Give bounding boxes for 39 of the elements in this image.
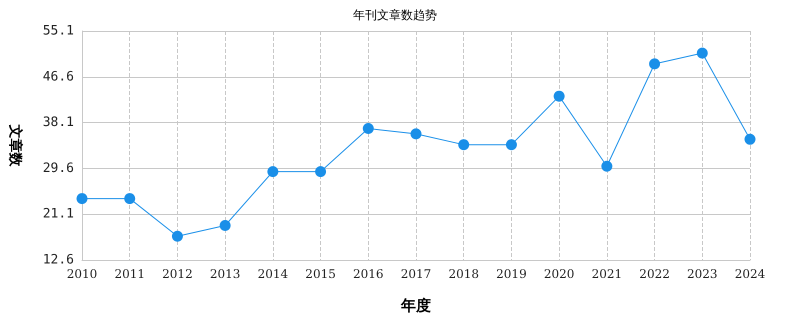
x-axis-title: 年度	[400, 296, 431, 314]
point	[506, 139, 517, 150]
x-tick-label: 2024	[734, 267, 766, 281]
x-tick-label: 2020	[544, 267, 574, 281]
x-tick-label: 2022	[639, 267, 670, 281]
x-tick-label: 2018	[448, 267, 479, 281]
point	[220, 220, 231, 232]
point	[649, 58, 660, 70]
y-axis-title: 文章数	[7, 124, 24, 168]
y-tick-label: 55.1	[42, 24, 74, 38]
x-tick-label: 2017	[400, 267, 432, 281]
y-tick-label: 29.6	[42, 160, 74, 176]
y-tick-label: 12.6	[42, 252, 74, 268]
point	[267, 166, 278, 178]
point	[601, 160, 612, 172]
point	[554, 90, 565, 102]
point	[410, 128, 422, 140]
point	[172, 230, 183, 242]
y-tick-label: 21.1	[42, 206, 74, 222]
x-tick-label: 2012	[162, 267, 193, 281]
point	[744, 134, 756, 145]
chart-title: 年刊文章数趋势	[353, 8, 437, 22]
x-tick-label: 2019	[496, 267, 527, 281]
x-tick-label: 2014	[258, 267, 288, 281]
point	[315, 166, 326, 178]
x-tick-label: 2023	[687, 267, 718, 281]
y-tick-label: 38.1	[42, 115, 74, 130]
x-tick-label: 2010	[66, 267, 98, 281]
point	[76, 193, 88, 204]
point	[458, 139, 470, 150]
x-tick-label: 2013	[210, 267, 240, 281]
x-tick-label: 2015	[305, 267, 336, 281]
point	[124, 193, 136, 204]
x-tick-label: 2021	[592, 267, 622, 281]
point	[696, 48, 708, 59]
point	[362, 123, 374, 134]
x-tick-label: 2011	[114, 267, 145, 281]
x-tick-label: 2016	[353, 267, 384, 281]
y-tick-label: 46.6	[42, 69, 74, 84]
